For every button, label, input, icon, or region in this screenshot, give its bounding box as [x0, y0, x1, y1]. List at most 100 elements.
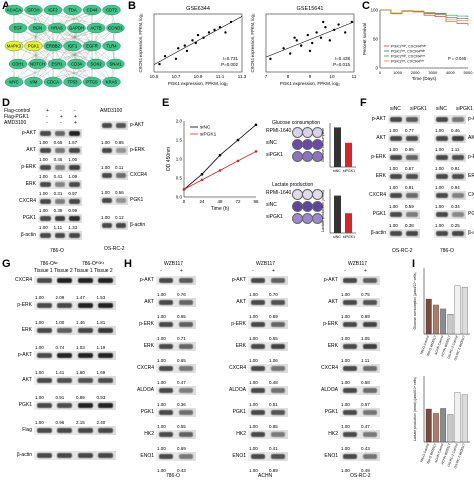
d-band — [40, 165, 51, 170]
g-band — [98, 428, 114, 433]
network-node — [47, 58, 67, 70]
network-node-label: GAPDH — [69, 26, 84, 31]
g-group1: 786-Oᴺᶜ — [40, 261, 58, 267]
scatter-point — [163, 54, 167, 58]
h-row-label: PGK1 — [324, 409, 338, 415]
dish-images: Glucose consumption RPMI-1640 siNC siPGK1 La… — [266, 121, 323, 247]
g-quant: 1.00 — [35, 420, 44, 425]
h-band — [158, 432, 174, 437]
d-band — [40, 148, 51, 153]
scatter-stat-p: P=0.002 — [221, 62, 238, 67]
h-blot-strip — [248, 276, 288, 285]
d-band — [40, 199, 51, 204]
h-quant: 1.00 — [157, 446, 166, 451]
panel-h-label: H — [124, 258, 132, 270]
g-quant: 1.19 — [96, 345, 106, 350]
f-band — [406, 212, 418, 217]
h-quant: 1.00 — [249, 468, 258, 473]
h-blot-strip — [248, 386, 288, 395]
h-blot-strip — [340, 320, 380, 329]
h-band — [342, 300, 358, 305]
f2-quant: 1.00 — [435, 204, 444, 209]
g-tissue-label: Tissue 1 — [74, 268, 93, 274]
h-quant: 0.89 — [269, 468, 278, 473]
growth-point — [218, 169, 222, 172]
network-node — [4, 40, 24, 52]
h-quant: 0.51 — [269, 402, 278, 407]
g-quant: 2.15 — [76, 420, 85, 425]
e-bar — [334, 195, 341, 233]
d-condition-sign: + — [74, 120, 77, 126]
f-band — [406, 117, 418, 122]
g-quant: 1.60 — [76, 370, 85, 375]
d-quant: 0.38 — [53, 208, 63, 213]
h-band — [362, 410, 378, 415]
h-quant: 1.11 — [361, 358, 370, 363]
scatter-xtick: 11 — [352, 74, 357, 79]
network-node — [8, 22, 28, 34]
d-condition-sign: - — [46, 114, 48, 120]
f2-quant: 0.94 — [451, 185, 460, 190]
h-band — [342, 322, 358, 327]
g-band — [77, 278, 93, 283]
h-group-title: WZB117 — [164, 261, 184, 267]
h-quant: 1.00 — [341, 292, 350, 297]
f-row-label: p-ERK — [371, 154, 386, 160]
h-band — [250, 410, 266, 415]
f2-quant: 1.11 — [451, 147, 460, 152]
f2-band — [452, 174, 464, 179]
d-quant: 1.00 — [39, 208, 48, 213]
network-node — [86, 58, 106, 70]
c-legend-entry: PGK1ʰᶦᵍʰ, CXCR4ʰᶦᵍʰ — [391, 45, 427, 49]
g-tissue-label: Tissue 2 — [54, 268, 73, 274]
network-node — [24, 76, 43, 88]
panel-d-label: D — [2, 97, 10, 109]
d-band — [69, 199, 80, 204]
regression-line — [265, 21, 355, 58]
e-bar — [334, 127, 341, 167]
scatter-point — [315, 31, 318, 34]
f2-quant: 0.34 — [451, 204, 460, 209]
e-dish-well — [312, 201, 323, 212]
h-quant: 1.06 — [269, 358, 278, 363]
f-row-label: AKT — [376, 135, 386, 141]
d-band — [54, 148, 66, 153]
g-band — [57, 278, 73, 283]
c-xtick: 4000 — [446, 70, 456, 75]
scatter-title: GSE6344 — [186, 6, 210, 12]
h-blot-strip — [156, 430, 196, 439]
i-bar — [447, 414, 454, 443]
h-quant: 1.00 — [249, 358, 258, 363]
c-xtick: 3000 — [428, 70, 438, 75]
d-condition-label: AMD3100 — [4, 120, 27, 126]
d-blot-strip — [38, 146, 82, 155]
f-cell2-label: 786-O — [440, 248, 454, 254]
e-xtick: 72 — [235, 199, 241, 204]
h-quant: 1.00 — [249, 380, 258, 385]
i-bar — [454, 285, 461, 335]
g-band — [98, 303, 114, 308]
g-band — [98, 453, 114, 458]
network-node — [28, 22, 47, 34]
h-band — [158, 278, 174, 283]
scatter-xtick: 10.7 — [172, 74, 181, 79]
network-node-label: ACTB — [90, 26, 101, 31]
f2-blot-strip — [434, 191, 466, 200]
h-blot-strip — [156, 276, 196, 285]
f-quant: 1.00 — [389, 166, 398, 171]
h-quant: 1.00 — [157, 380, 166, 385]
d2-row-label: β-actin — [130, 222, 146, 228]
d-band — [40, 233, 51, 238]
f-blot-strip — [388, 134, 420, 143]
growth-curve: 0.0 0.5 1.0 1.5 2.0 0 24 48 72 96 Time (h) OD 450nm… — [166, 119, 259, 213]
d-condition-sign: + — [60, 114, 63, 120]
d2-band — [115, 123, 127, 128]
g-band — [98, 378, 114, 383]
h-group-title: WZB117 — [348, 261, 368, 267]
h-quant: 0.47 — [177, 380, 186, 385]
h-row-label: p-AKT — [139, 277, 154, 283]
h-quant: 0.36 — [177, 402, 186, 407]
i-bar-charts: Glucose consumption (μmol/10⁶ cells) 786-… — [413, 268, 470, 469]
network-node — [28, 58, 47, 70]
network-node — [43, 40, 63, 52]
